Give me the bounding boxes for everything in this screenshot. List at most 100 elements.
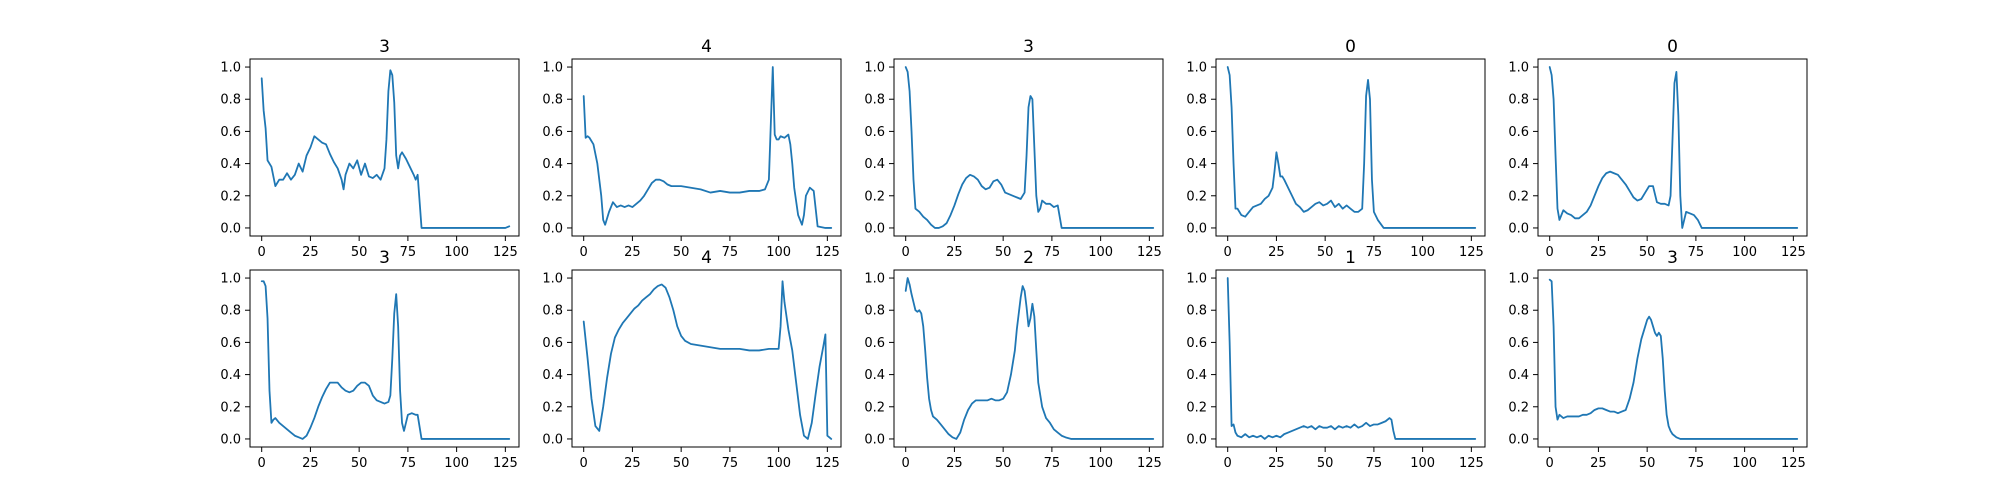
x-tick-label: 25 (1268, 245, 1285, 260)
x-tick-label: 0 (902, 245, 910, 260)
subplot-title: 3 (379, 248, 390, 268)
x-tick-label: 0 (258, 456, 266, 471)
x-tick-label: 100 (444, 245, 469, 260)
subplot-title: 3 (1667, 248, 1678, 268)
x-tick-label: 0 (580, 245, 588, 260)
x-tick-label: 125 (1781, 456, 1806, 471)
subplot-panel: 0 25 50 75 100 125 0.0 0.2 0.4 0.6 0.8 1.0 4 (542, 248, 842, 471)
x-tick-label: 25 (1590, 245, 1607, 260)
y-tick-label: 0.0 (542, 221, 563, 236)
x-tick-label: 50 (1317, 456, 1334, 471)
x-tick-label: 125 (1459, 456, 1484, 471)
series-line (1548, 278, 1799, 440)
y-tick-label: 0.2 (1186, 400, 1207, 415)
x-tick-label: 0 (902, 456, 910, 471)
x-tick-label: 0 (1224, 456, 1232, 471)
y-tick-label: 0.4 (1508, 368, 1529, 383)
y-tick-label: 0.0 (1186, 432, 1207, 447)
subplot-title: 0 (1667, 37, 1678, 57)
y-tick-label: 0.6 (864, 336, 885, 351)
y-tick-label: 0.2 (1508, 400, 1529, 415)
x-tick-label: 25 (1590, 456, 1607, 471)
subplot-title: 1 (1345, 248, 1356, 268)
x-tick-label: 50 (351, 456, 368, 471)
y-tick-label: 0.0 (220, 221, 241, 236)
y-tick-label: 0.8 (1186, 304, 1207, 319)
y-tick-label: 0.6 (1186, 336, 1207, 351)
x-tick-label: 125 (1137, 456, 1162, 471)
x-tick-label: 125 (493, 245, 518, 260)
x-tick-label: 125 (1459, 245, 1484, 260)
x-tick-label: 75 (1688, 245, 1705, 260)
x-tick-label: 50 (1639, 245, 1656, 260)
series-line (260, 69, 511, 229)
series-line (904, 66, 1155, 229)
y-tick-label: 0.4 (1186, 157, 1207, 172)
subplot-panel: 0 25 50 75 100 125 0.0 0.2 0.4 0.6 0.8 1.0 3 (1508, 248, 1808, 471)
y-tick-label: 0.8 (1186, 93, 1207, 108)
y-tick-label: 1.0 (1508, 272, 1529, 287)
x-tick-label: 100 (1410, 245, 1435, 260)
y-tick-label: 1.0 (1186, 272, 1207, 287)
axes-frame (1537, 58, 1808, 237)
x-tick-label: 75 (400, 245, 417, 260)
series-line (582, 66, 833, 229)
subplot-panel: 0 25 50 75 100 125 0.0 0.2 0.4 0.6 0.8 1.0 1 (1186, 248, 1486, 471)
y-tick-label: 0.2 (220, 189, 241, 204)
x-tick-label: 25 (302, 245, 319, 260)
y-tick-label: 0.6 (864, 125, 885, 140)
y-tick-label: 0.0 (1186, 221, 1207, 236)
y-tick-label: 0.0 (1508, 221, 1529, 236)
series-line (1548, 66, 1799, 229)
x-tick-label: 50 (1639, 456, 1656, 471)
x-tick-label: 100 (766, 245, 791, 260)
x-tick-label: 75 (1366, 245, 1383, 260)
x-tick-label: 25 (624, 245, 641, 260)
y-tick-label: 0.4 (542, 157, 563, 172)
y-tick-label: 0.6 (1186, 125, 1207, 140)
x-tick-label: 50 (1317, 245, 1334, 260)
subplot-title: 3 (379, 37, 390, 57)
x-tick-label: 75 (1688, 456, 1705, 471)
y-tick-label: 0.6 (1508, 336, 1529, 351)
x-tick-label: 25 (1268, 456, 1285, 471)
y-tick-label: 0.8 (864, 93, 885, 108)
y-tick-label: 0.4 (864, 368, 885, 383)
series-line (904, 277, 1155, 440)
series-line (1226, 277, 1477, 440)
y-tick-label: 0.2 (542, 189, 563, 204)
y-tick-label: 0.6 (542, 125, 563, 140)
x-tick-label: 100 (1088, 456, 1113, 471)
subplot-panel: 0 25 50 75 100 125 0.0 0.2 0.4 0.6 0.8 1.0 0 (1508, 37, 1808, 260)
x-tick-label: 125 (815, 456, 840, 471)
y-tick-label: 1.0 (864, 272, 885, 287)
x-tick-label: 75 (722, 245, 739, 260)
x-tick-label: 0 (1224, 245, 1232, 260)
x-tick-label: 0 (258, 245, 266, 260)
y-tick-label: 0.0 (864, 221, 885, 236)
y-tick-label: 0.6 (220, 336, 241, 351)
subplot-title: 4 (701, 248, 712, 268)
x-tick-label: 125 (1137, 245, 1162, 260)
axes-frame (571, 269, 842, 448)
y-tick-label: 0.6 (542, 336, 563, 351)
x-tick-label: 75 (722, 456, 739, 471)
subplot-panel: 0 25 50 75 100 125 0.0 0.2 0.4 0.6 0.8 1.0 2 (864, 248, 1164, 471)
y-tick-label: 0.4 (220, 157, 241, 172)
x-tick-label: 0 (580, 456, 588, 471)
axes-frame (1215, 58, 1486, 237)
axes-frame (249, 269, 520, 448)
x-tick-label: 75 (400, 456, 417, 471)
y-tick-label: 0.0 (542, 432, 563, 447)
y-tick-label: 0.0 (220, 432, 241, 447)
subplot-panel: 0 25 50 75 100 125 0.0 0.2 0.4 0.6 0.8 1.0 4 (542, 37, 842, 260)
y-tick-label: 1.0 (542, 61, 563, 76)
x-tick-label: 50 (995, 245, 1012, 260)
subplot-title: 3 (1023, 37, 1034, 57)
x-tick-label: 50 (673, 245, 690, 260)
x-tick-label: 25 (302, 456, 319, 471)
subplot-panel: 0 25 50 75 100 125 0.0 0.2 0.4 0.6 0.8 1.0 0 (1186, 37, 1486, 260)
y-tick-label: 0.2 (1508, 189, 1529, 204)
y-tick-label: 1.0 (864, 61, 885, 76)
y-tick-label: 0.0 (864, 432, 885, 447)
